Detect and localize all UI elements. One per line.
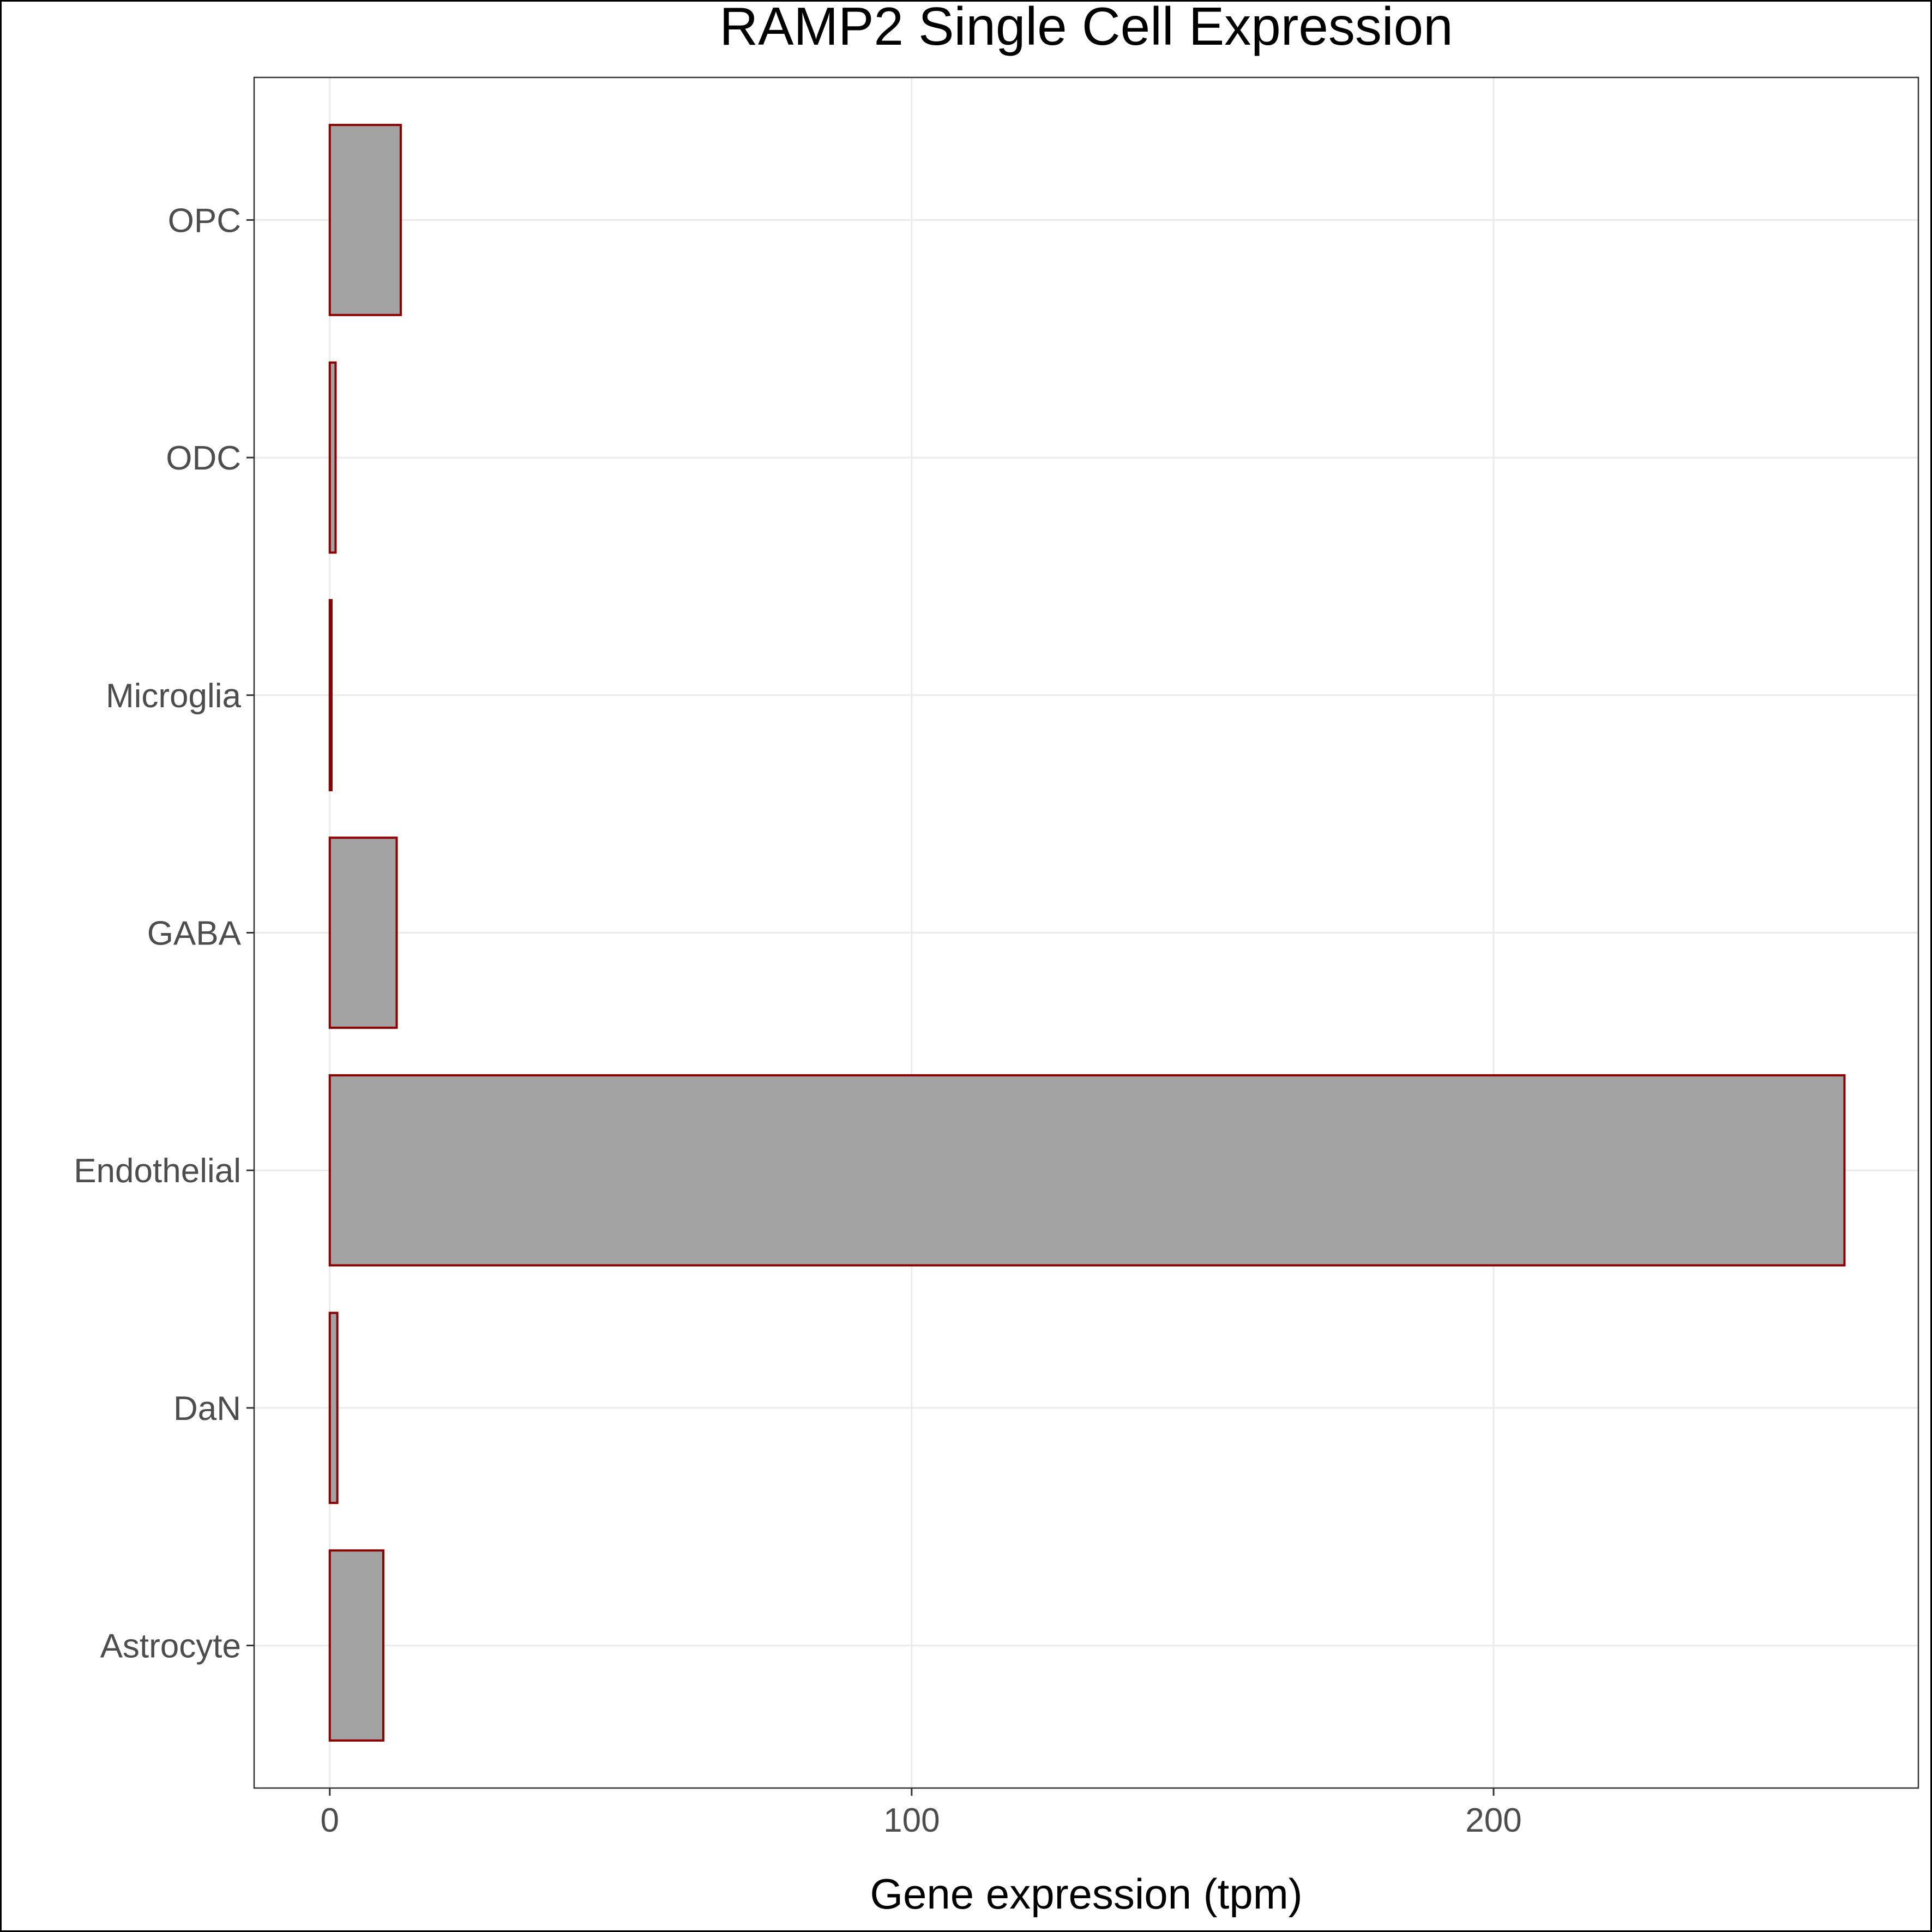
y-tick-label-gaba: GABA — [147, 915, 242, 953]
bar-dan — [328, 1311, 339, 1504]
y-tick-label-dan: DaN — [173, 1390, 241, 1428]
bar-odc — [328, 361, 337, 554]
bar-layer — [328, 124, 1846, 1742]
bar-opc — [328, 124, 402, 316]
x-tick-layer: 0 100 200 — [320, 1788, 1522, 1839]
x-tick-label-100: 100 — [883, 1802, 940, 1839]
y-tick-label-astrocyte: Astrocyte — [100, 1628, 241, 1665]
x-tick-label-0: 0 — [320, 1802, 339, 1839]
bar-endothelial — [328, 1074, 1846, 1267]
y-tick-label-microglia: Microglia — [106, 677, 242, 715]
x-tick-label-200: 200 — [1465, 1802, 1521, 1839]
bar-gaba — [328, 836, 398, 1029]
bar-microglia — [328, 599, 333, 792]
y-tick-label-opc: OPC — [168, 202, 241, 239]
x-axis-title: Gene expression (tpm) — [870, 1870, 1302, 1918]
y-tick-label-endothelial: Endothelial — [74, 1152, 241, 1190]
chart-title: RAMP2 Single Cell Expression — [719, 0, 1453, 56]
y-tick-layer: Astrocyte DaN Endothelial GABA Microglia ODC O… — [74, 202, 254, 1665]
bar-astrocyte — [328, 1549, 384, 1742]
y-tick-label-odc: ODC — [166, 440, 241, 477]
